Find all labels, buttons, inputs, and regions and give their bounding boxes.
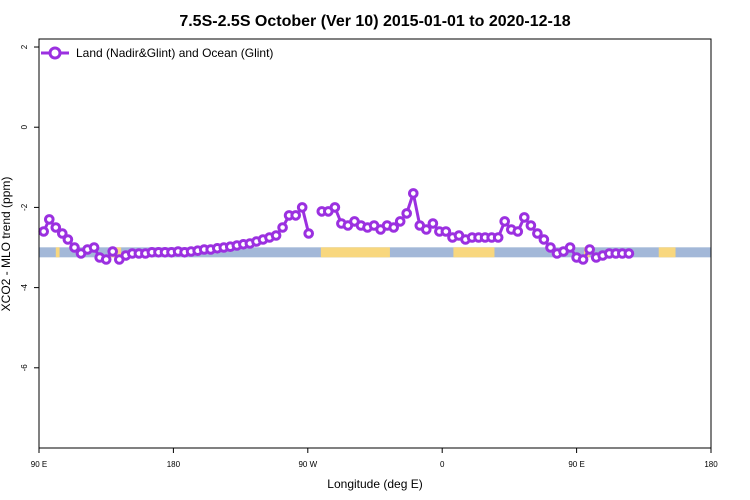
legend: Land (Nadir&Glint) and Ocean (Glint) [41,46,273,60]
data-point [296,202,308,213]
y-tick-label: -4 [20,284,29,292]
data-point [440,226,452,237]
data-point [519,212,530,223]
data-point [57,228,68,239]
data-point [408,188,419,199]
data-point [38,226,50,237]
x-tick-label: 90 E [31,460,47,469]
data-point [69,242,80,253]
data-point [492,232,504,243]
legend-entry-label: Land (Nadir&Glint) and Ocean (Glint) [76,46,273,60]
data-point [62,234,74,245]
data-point [388,222,400,233]
data-point [421,224,432,235]
data-point [401,208,413,219]
x-axis: 90 E 180 90 W 0 90 E 180 [31,448,718,469]
x-tick-label: 0 [440,460,445,469]
y-tick-label: -2 [20,203,29,211]
y-tick-label: 0 [20,124,29,129]
data-point [538,234,550,245]
data-point [525,220,537,231]
x-tick-label: 180 [167,460,181,469]
data-point [107,246,118,257]
data-point [290,210,302,221]
data-point [88,242,100,253]
chart-title: 7.5S-2.5S October (Ver 10) 2015-01-01 to… [179,13,570,30]
y-tick-label: 2 [20,44,29,49]
x-tick-label: 90 E [568,460,584,469]
surface-band-land [55,247,60,258]
data-point [512,226,524,237]
data-point [584,244,596,255]
y-tick-label: -6 [20,364,29,372]
x-axis-title: Longitude (deg E) [327,477,422,491]
surface-band-land [320,247,390,258]
x-tick-label: 90 W [298,460,317,469]
plot-frame [38,38,712,449]
y-axis-title: XCO2 - MLO trend (ppm) [0,177,13,312]
data-point [100,254,112,265]
legend-point-marker [48,46,62,60]
data-point [329,202,341,213]
surface-band-land [453,247,495,258]
x-tick-label: 180 [704,460,718,469]
data-point [427,218,439,229]
data-point [50,222,62,233]
data-point [623,248,635,259]
data-point [545,242,556,253]
data-point [303,228,315,239]
data-point [532,228,543,239]
data-point [277,222,288,233]
data-point [270,230,282,241]
data-point [499,216,511,227]
data-point [577,254,589,265]
data-point [44,214,55,225]
data-point [394,216,406,227]
data-point [564,242,576,253]
series-layer [38,188,635,265]
surface-band-land [658,247,676,258]
y-axis: 2 0 -2 -4 -6 [20,44,39,371]
